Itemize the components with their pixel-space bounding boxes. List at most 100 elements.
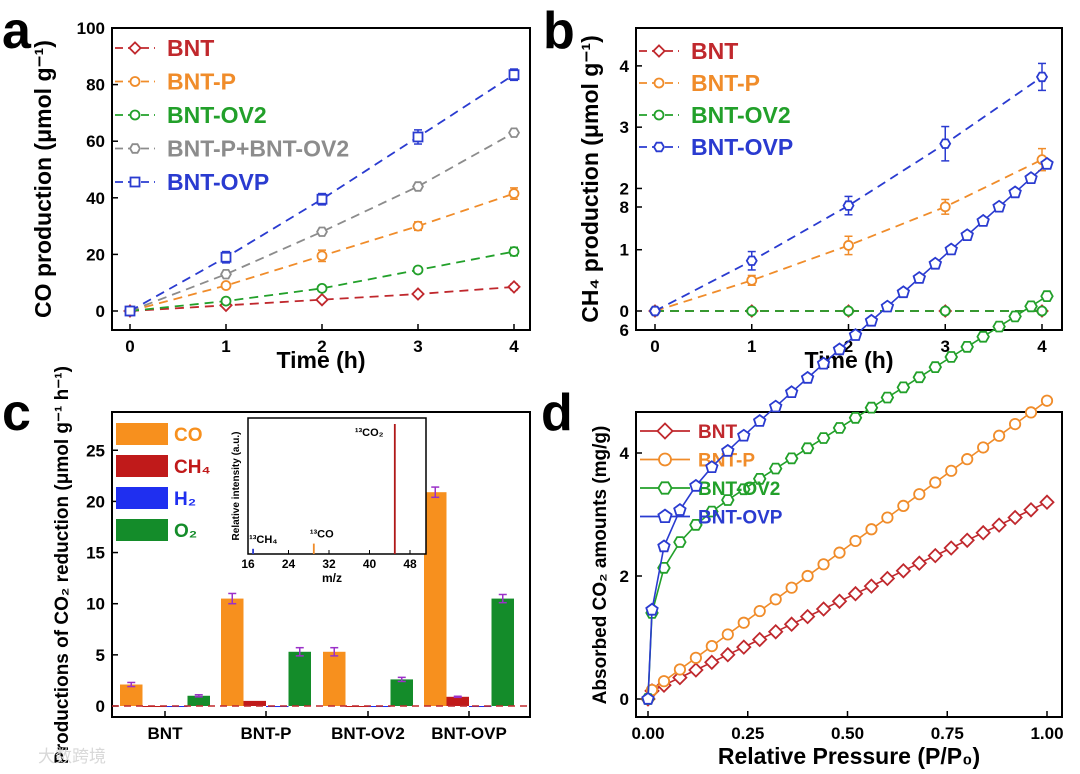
a-ytick-label: 40 [86,189,105,208]
b-legend-marker [652,141,666,153]
d-ytick-label: 6 [620,321,629,340]
b-data-point [843,305,854,317]
d-data-point [945,464,958,477]
d-data-point [927,547,944,564]
panel-a-plot: 0 1 2 3 4020406080100BNTBNT-PBNT-OV2BNT-P+BN… [77,19,521,356]
inset-xtick-label: 16 [241,557,255,571]
a-data-point [412,131,424,143]
d-data-point [960,340,974,353]
a-legend-label: BNT [167,35,214,61]
b-legend-marker [653,109,665,121]
d-data-point [801,569,814,583]
d-data-point [912,270,927,284]
d-data-point [864,401,879,414]
b-legend-marker [652,44,666,58]
b-data-point [842,200,855,211]
d-data-point [977,441,990,454]
a-data-point [124,305,136,317]
b-legend-label: BNT-OV2 [691,102,791,128]
b-legend-label: BNT-P [691,70,760,96]
panel-d-ylabel: Absorbed CO₂ amounts (mg/g) [590,426,611,705]
panel-d-plot: 0.00 0.25 0.50 0.75 1.0002468BNTBNT-PBNT-OV2… [620,156,1064,743]
d-data-point [705,640,718,653]
d-data-point [911,555,928,571]
d-data-point [800,442,815,455]
a-data-point [316,282,328,294]
b-legend-marker [653,77,665,89]
d-data-point [783,616,800,632]
c-bar [221,598,244,706]
a-legend-label: BNT-P [167,69,236,95]
d-data-point [961,453,974,466]
d-xtick-label: 1.00 [1030,724,1063,743]
a-data-point [220,268,232,280]
a-legend-label: BNT-OV2 [167,102,267,128]
b-data-point [746,305,758,317]
b-xtick-label: 4 [1037,337,1047,356]
b-ytick-label: 0 [620,302,629,321]
d-data-point [737,428,751,442]
b-xtick-label: 0 [650,337,659,356]
inset-peak-label: ¹³CO₂ [355,427,384,439]
panel-c-frame [111,411,531,718]
inset-xtick-label: 32 [322,557,336,571]
d-data-point [864,313,879,327]
d-data-point [767,624,784,640]
d-legend-marker [658,452,672,467]
d-data-point [991,517,1007,533]
d-data-point [799,608,816,625]
a-data-point [220,280,232,291]
d-data-point [1024,406,1038,419]
panel-b-ylabel: CH₄ production (μmol g⁻¹) [577,35,603,323]
a-legend-label: BNT-P+BNT-OV2 [167,136,349,162]
c-bar [469,706,492,708]
d-data-point [897,499,910,512]
panel-c-inset-plot: 16 24 32 40 48 ¹³CH₄ ¹³CO ¹³CO₂ [241,424,417,571]
d-data-point [944,351,959,363]
b-xtick-label: 1 [747,337,756,356]
b-data-point [1035,71,1049,83]
a-legend-marker [129,109,141,121]
d-data-point [1023,502,1039,518]
a-xtick-label: 0 [125,337,134,356]
a-data-point [508,246,520,257]
c-category-label: BNT [148,724,184,743]
inset-xtick-label: 24 [282,557,296,571]
d-data-point [641,691,655,705]
d-data-point [944,242,958,256]
d-data-point [689,478,703,492]
c-legend-swatch [116,423,168,445]
panel-a-frame [111,27,531,331]
d-data-point [1040,156,1054,170]
a-data-point [507,280,521,294]
d-data-point [1024,171,1038,185]
d-xtick-label: 0.00 [631,724,664,743]
d-data-point [657,675,671,688]
a-ytick-label: 0 [96,302,105,321]
d-data-point [704,654,720,671]
c-bar [288,651,311,706]
d-data-point [736,483,751,496]
d-data-point [673,663,687,676]
c-ytick-label: 15 [86,544,105,563]
b-ytick-label: 2 [620,179,629,198]
d-data-point [881,511,894,524]
d-data-point [784,452,799,465]
d-data-point [880,299,895,313]
d-data-point [673,502,687,516]
d-data-point [785,581,798,594]
d-data-point [879,570,896,587]
d-data-point [751,631,768,648]
a-legend-marker [129,76,141,87]
d-data-point [928,361,943,374]
d-data-point [1040,394,1054,407]
d-data-point [960,228,974,242]
d-data-point [737,616,750,629]
c-ytick-label: 0 [96,697,105,716]
c-bar [323,651,346,706]
d-data-point [1040,290,1054,303]
a-data-point [412,181,424,192]
d-data-point [705,505,719,518]
c-legend-label: CO [174,425,203,446]
